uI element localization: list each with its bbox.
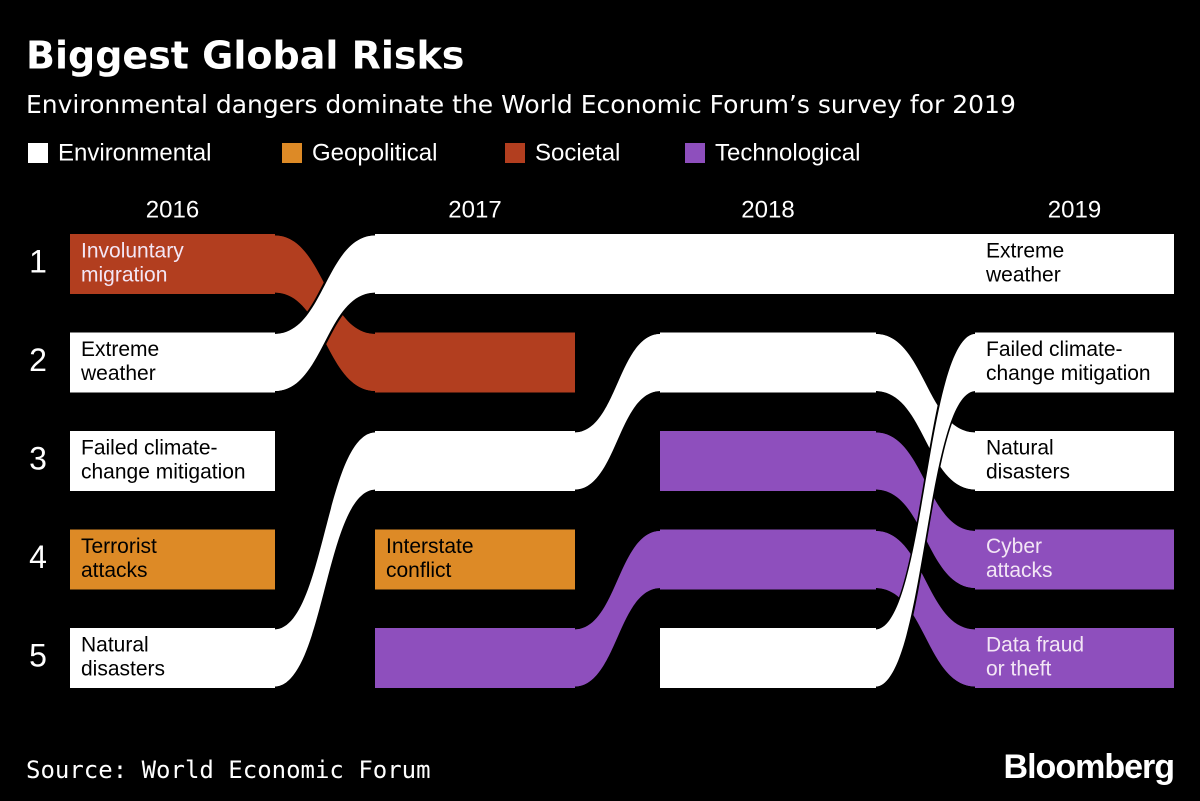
risk-label: weather [985, 264, 1061, 287]
flow-edge [875, 331, 976, 630]
risk-label: disasters [986, 461, 1070, 484]
year-label: 2018 [741, 196, 794, 223]
source: Source: World Economic Forum [26, 756, 431, 784]
risk-box [375, 431, 575, 491]
flow-edge [574, 588, 661, 690]
risk-flow [875, 234, 976, 294]
risk-label: Natural [986, 437, 1054, 460]
risk-flow [574, 531, 661, 687]
flow-edge [274, 489, 376, 690]
brand: Bloomberg [1004, 748, 1174, 786]
risk-box [375, 234, 575, 294]
rank-label: 1 [29, 243, 47, 279]
legend-swatch [28, 143, 48, 163]
risk-box [975, 628, 1174, 688]
risk-label: migration [81, 264, 167, 287]
risk-flow [574, 334, 661, 490]
risk-box [70, 529, 275, 590]
risk-label: Extreme [986, 240, 1064, 263]
flow-edge [574, 391, 661, 493]
flow-edge [574, 331, 661, 433]
year-label: 2019 [1048, 196, 1101, 223]
legend-swatch [685, 143, 705, 163]
title: Biggest Global Risks [26, 34, 464, 78]
flow-edge [875, 391, 976, 690]
risk-box [660, 529, 876, 590]
risk-label: disasters [81, 658, 165, 681]
risk-box [975, 234, 1174, 294]
risk-flow [274, 235, 376, 391]
risk-flow [274, 432, 376, 687]
risk-box [975, 529, 1174, 590]
legend-label: Technological [715, 139, 860, 166]
flow-edge [875, 391, 976, 493]
risk-box [70, 332, 275, 393]
risk-label: Interstate [386, 535, 474, 558]
risk-label: Failed climate- [81, 437, 218, 460]
year-label: 2017 [448, 196, 501, 223]
risk-box [660, 234, 876, 294]
risk-box [70, 431, 275, 491]
flow-edge [574, 528, 661, 630]
flow-edge [274, 429, 376, 630]
risk-flow [574, 234, 661, 294]
risk-box [975, 332, 1174, 393]
risk-box [375, 332, 575, 393]
risk-label: Natural [81, 634, 149, 657]
risk-box [660, 628, 876, 688]
risk-box [375, 628, 575, 688]
rank-label: 3 [29, 440, 47, 476]
rank-label: 2 [29, 342, 47, 378]
risk-box [975, 431, 1174, 491]
year-label: 2016 [146, 196, 199, 223]
subtitle: Environmental dangers dominate the World… [26, 90, 1016, 119]
flow-edge [274, 292, 376, 394]
risk-flow [875, 334, 976, 687]
risk-flow [875, 334, 976, 490]
risk-label: conflict [386, 559, 452, 582]
legend-swatch [282, 143, 302, 163]
risk-box [660, 431, 876, 491]
legend-label: Societal [535, 139, 620, 166]
risk-label: change mitigation [986, 362, 1151, 385]
legend-label: Geopolitical [312, 139, 437, 166]
risk-label: Terrorist [81, 535, 157, 558]
flow-edge [875, 528, 976, 630]
risk-label: attacks [986, 559, 1053, 582]
rank-label: 5 [29, 637, 47, 673]
risk-box [375, 529, 575, 590]
risk-label: weather [80, 362, 156, 385]
flow-edge [875, 588, 976, 690]
risk-label: change mitigation [81, 461, 246, 484]
risk-box [660, 332, 876, 393]
legend-swatch [505, 143, 525, 163]
risk-label: Involuntary [81, 240, 184, 263]
risk-label: Data fraud [986, 634, 1084, 657]
risk-flow [875, 531, 976, 687]
legend-label: Environmental [58, 139, 211, 166]
risk-label: or theft [986, 658, 1052, 681]
rank-label: 4 [29, 539, 47, 575]
risk-box [70, 628, 275, 688]
flow-edge [875, 331, 976, 433]
risk-label: Failed climate- [986, 338, 1123, 361]
risk-label: Cyber [986, 535, 1042, 558]
flow-edge [274, 232, 376, 334]
risk-label: attacks [81, 559, 148, 582]
risk-label: Extreme [81, 338, 159, 361]
risk-box [70, 234, 275, 294]
